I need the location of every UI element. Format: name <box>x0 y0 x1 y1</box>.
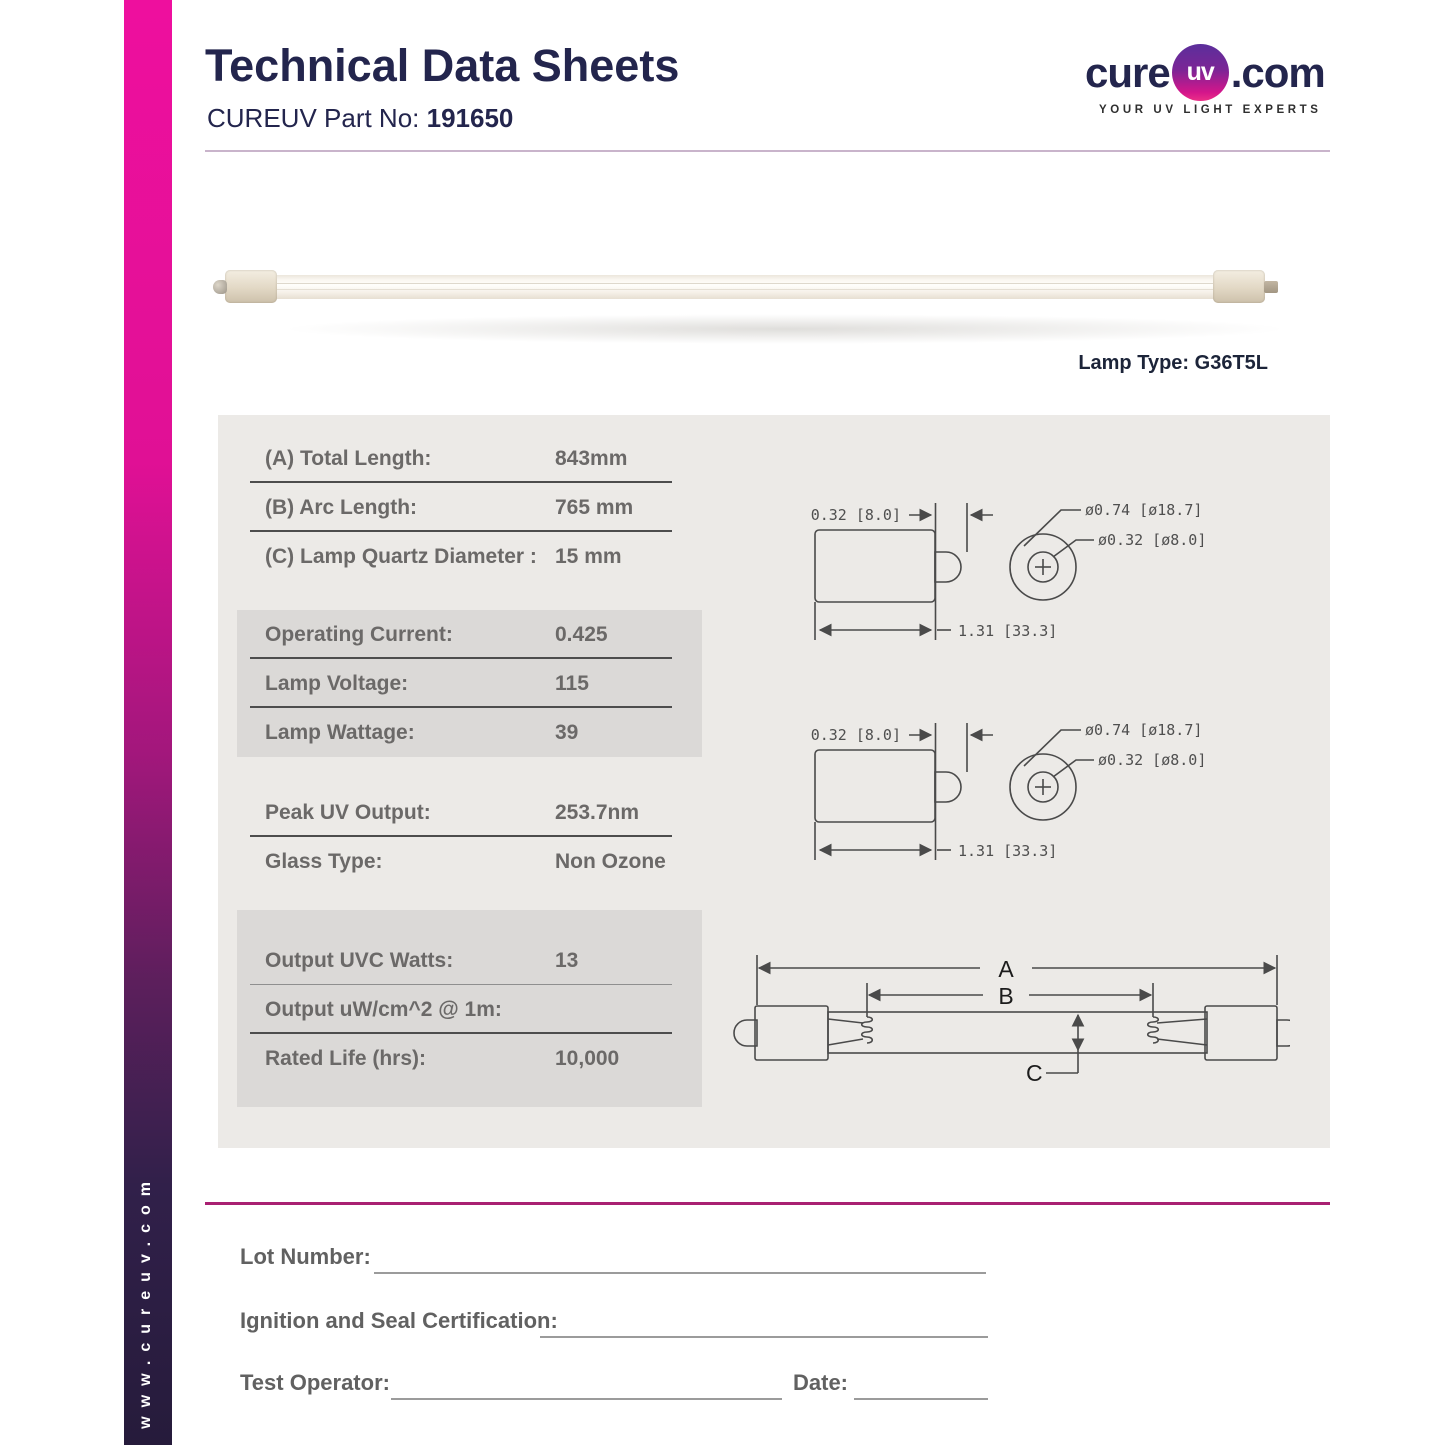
spec-label: Output uW/cm^2 @ 1m: <box>265 997 502 1021</box>
spec-group-performance: Output UVC Watts: 13 Output uW/cm^2 @ 1m… <box>237 910 702 1107</box>
test-operator-field[interactable] <box>391 1372 782 1400</box>
spec-row-output-uw-cm2: Output uW/cm^2 @ 1m: <box>237 985 702 1034</box>
dim-label-a: A <box>998 956 1014 982</box>
dim-inner-diameter-label: ø0.32 [ø8.0] <box>1098 751 1206 769</box>
lamp-photo-tube <box>272 275 1218 299</box>
date-field[interactable] <box>854 1372 988 1400</box>
dim-inner-diameter-label: ø0.32 [ø8.0] <box>1098 531 1206 549</box>
spec-group-dimensions: (A) Total Length: 843mm (B) Arc Length: … <box>237 434 702 581</box>
dim-pin-width-label: 0.32 [8.0] <box>811 506 901 524</box>
date-label: Date: <box>793 1370 849 1395</box>
spec-label: Operating Current: <box>265 622 453 646</box>
footer-accent-divider <box>205 1202 1330 1205</box>
sidebar-website-url: www.cureuv.com <box>137 1173 154 1429</box>
logo-cure-text: cure <box>1085 48 1171 96</box>
dim-label-c: C <box>1026 1060 1043 1086</box>
header-divider <box>205 150 1330 152</box>
spec-label: Lamp Wattage: <box>265 720 415 744</box>
logo-tagline: YOUR UV LIGHT EXPERTS <box>1099 104 1322 116</box>
spec-label: Peak UV Output: <box>265 800 431 824</box>
lamp-photo-right-pin <box>1264 281 1278 293</box>
spec-value: 0.425 <box>555 622 608 646</box>
logo-uv-circle-icon: uv <box>1171 44 1229 101</box>
cureuv-logo: cure uv .com <box>1085 44 1326 101</box>
dim-cap-length-label: 1.31 [33.3] <box>958 842 1057 860</box>
part-number-value: 191650 <box>426 103 514 133</box>
lamp-type-label: Lamp Type: <box>1078 352 1190 374</box>
spec-label: (A) Total Length: <box>265 446 432 470</box>
part-number-line: CUREUV Part No: 191650 <box>207 103 513 134</box>
dim-cap-length-label: 1.31 [33.3] <box>958 622 1057 640</box>
lamp-type-caption: Lamp Type: G36T5L <box>1078 352 1268 375</box>
lamp-dimension-diagram: A B C <box>733 955 1290 1086</box>
spec-label: Lamp Voltage: <box>265 671 409 695</box>
dim-pin-width-label: 0.32 [8.0] <box>811 726 901 744</box>
test-operator-label: Test Operator: <box>240 1370 390 1395</box>
spec-value: 765 mm <box>555 495 634 519</box>
spec-value: 843mm <box>555 446 628 470</box>
logo-uv-text: uv <box>1186 58 1215 86</box>
spec-group-electrical: Operating Current: 0.425 Lamp Voltage: 1… <box>237 610 702 757</box>
lamp-photo-left-cap <box>225 270 277 303</box>
endcap-drawing-top: 0.32 [8.0] 1.31 [33.3] ø0.74 [ø18.7] ø0.… <box>811 501 1206 640</box>
spec-row-quartz-diameter: (C) Lamp Quartz Diameter : 15 mm <box>237 532 702 581</box>
spec-label: (B) Arc Length: <box>265 495 418 519</box>
spec-value: 15 mm <box>555 544 622 568</box>
spec-row-output-uvc-watts: Output UVC Watts: 13 <box>237 936 702 985</box>
spec-value: 10,000 <box>555 1046 620 1070</box>
spec-value: Non Ozone <box>555 849 666 873</box>
spec-row-lamp-voltage: Lamp Voltage: 115 <box>237 659 702 708</box>
lamp-photo-shadow <box>280 314 1290 344</box>
lot-number-field[interactable] <box>374 1246 986 1274</box>
part-number-label: CUREUV Part No: <box>207 103 420 133</box>
spec-row-total-length: (A) Total Length: 843mm <box>237 434 702 483</box>
lot-number-label: Lot Number: <box>240 1244 371 1269</box>
dim-outer-diameter-label: ø0.74 [ø18.7] <box>1085 721 1202 739</box>
ignition-seal-certification-label: Ignition and Seal Certification: <box>240 1308 558 1333</box>
ignition-seal-certification-field[interactable] <box>540 1310 988 1338</box>
side-gradient-bar: www.cureuv.com <box>124 0 172 1445</box>
spec-label: Glass Type: <box>265 849 383 873</box>
endcap-drawing-bottom: 0.32 [8.0] 1.31 [33.3] ø0.74 [ø18.7] ø0.… <box>811 721 1206 860</box>
lamp-photo-right-cap <box>1213 270 1265 303</box>
spec-row-lamp-wattage: Lamp Wattage: 39 <box>237 708 702 757</box>
page-title: Technical Data Sheets <box>205 40 680 91</box>
spec-group-output: Peak UV Output: 253.7nm Glass Type: Non … <box>237 788 702 886</box>
spec-label: Output UVC Watts: <box>265 948 454 972</box>
spec-value: 13 <box>555 948 579 972</box>
logo-com-text: .com <box>1230 48 1326 96</box>
dim-outer-diameter-label: ø0.74 [ø18.7] <box>1085 501 1202 519</box>
spec-row-operating-current: Operating Current: 0.425 <box>237 610 702 659</box>
spec-panel: (A) Total Length: 843mm (B) Arc Length: … <box>218 415 1330 1148</box>
dim-label-b: B <box>998 983 1013 1009</box>
spec-label: (C) Lamp Quartz Diameter : <box>265 544 537 568</box>
spec-row-glass-type: Glass Type: Non Ozone <box>237 837 702 886</box>
spec-value: 253.7nm <box>555 800 640 824</box>
lamp-photo-left-pin <box>213 280 227 294</box>
spec-row-arc-length: (B) Arc Length: 765 mm <box>237 483 702 532</box>
spec-row-peak-uv-output: Peak UV Output: 253.7nm <box>237 788 702 837</box>
spec-row-rated-life: Rated Life (hrs): 10,000 <box>237 1034 702 1083</box>
spec-value: 115 <box>555 671 589 695</box>
spec-value: 39 <box>555 720 579 744</box>
spec-label: Rated Life (hrs): <box>265 1046 427 1070</box>
lamp-type-value: G36T5L <box>1194 352 1268 374</box>
